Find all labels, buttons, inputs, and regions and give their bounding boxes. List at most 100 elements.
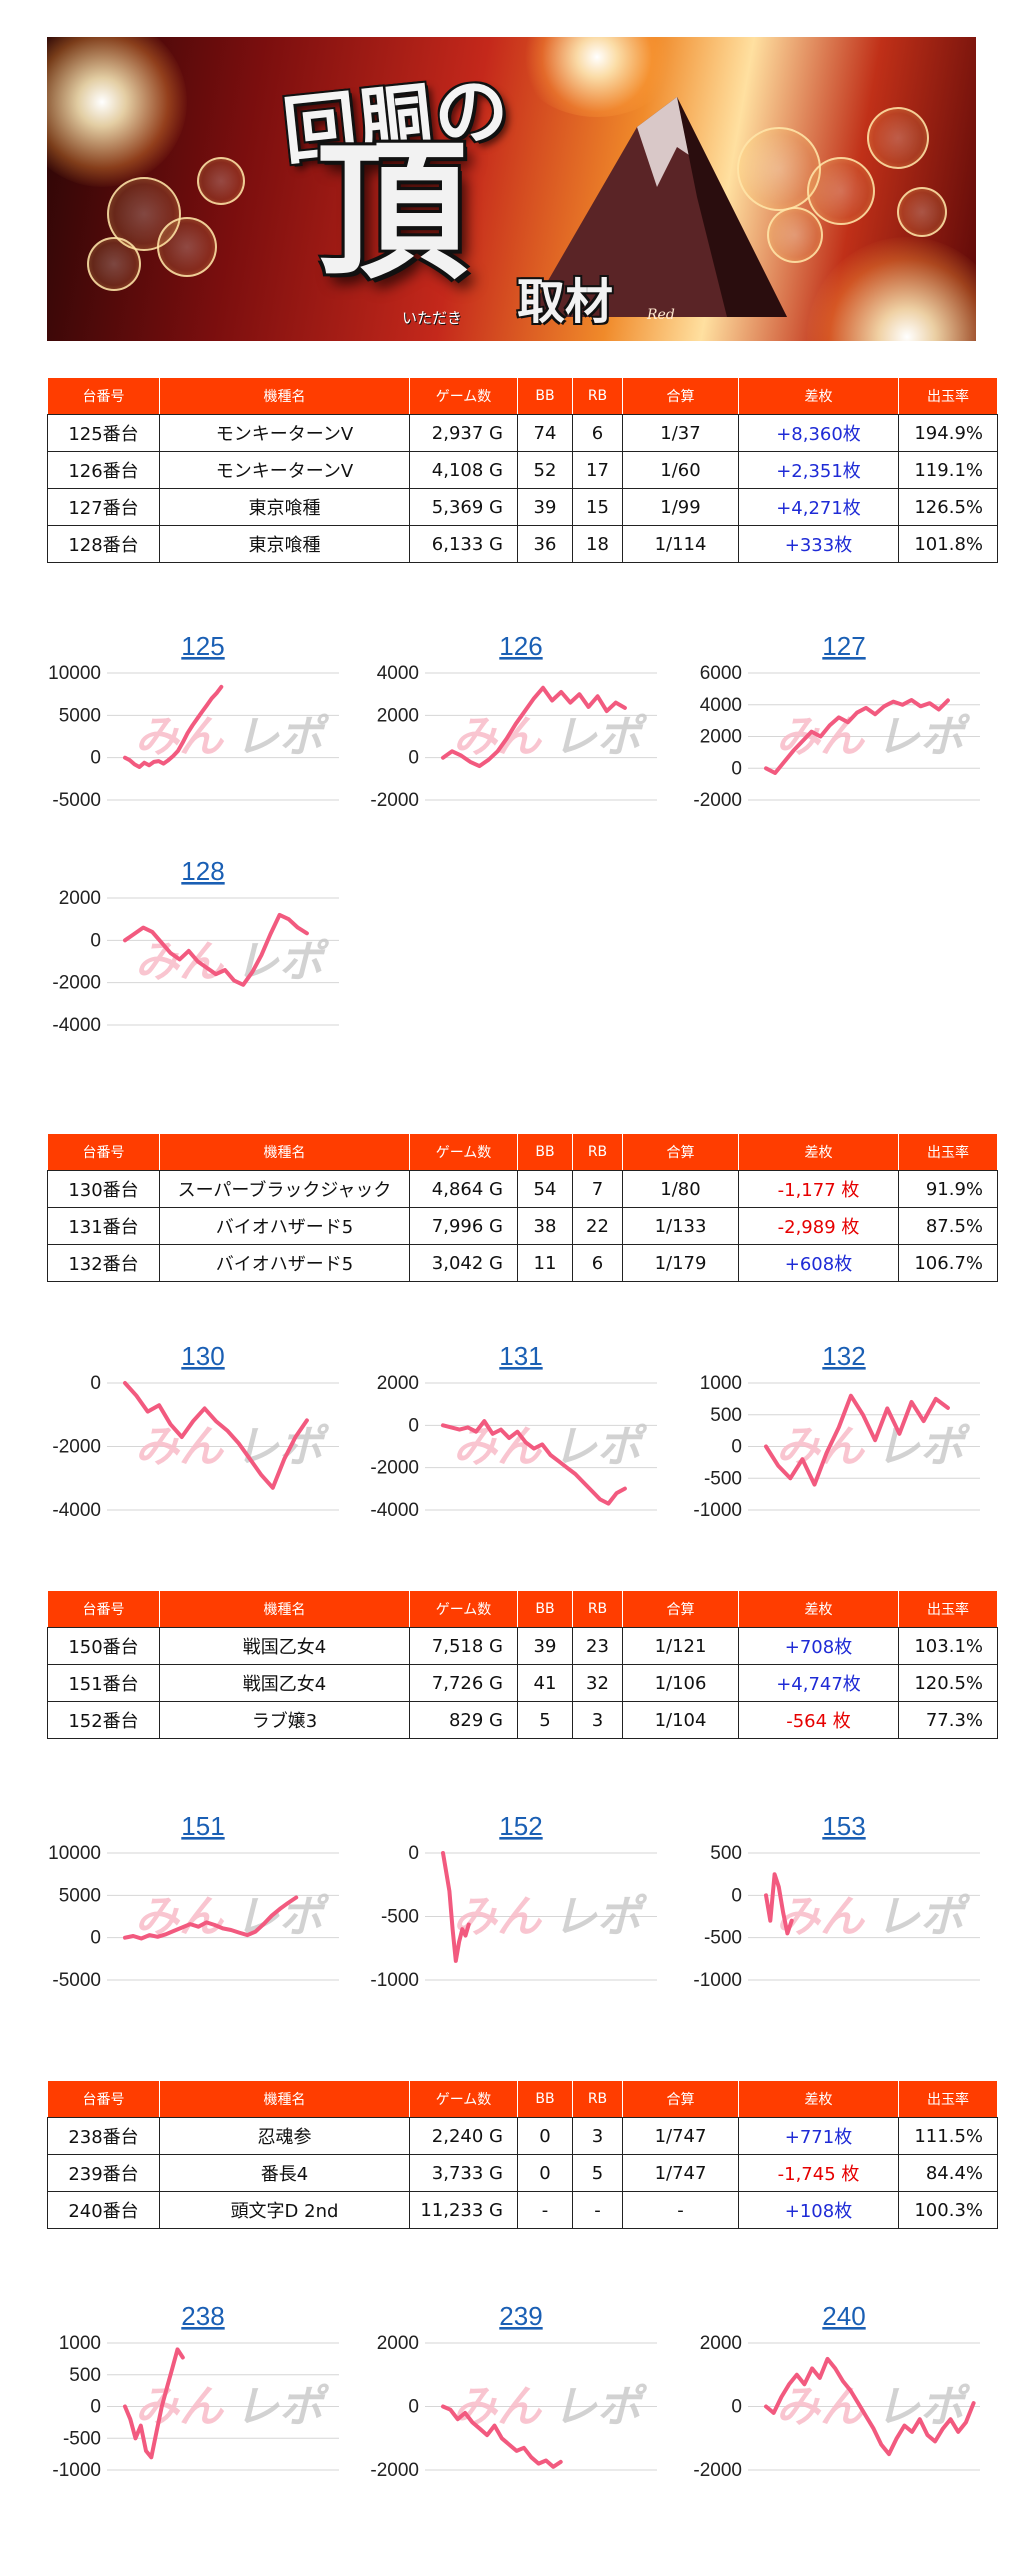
y-tick-label: -1000: [693, 1970, 742, 1991]
diff-series-line: [123, 684, 224, 769]
column-header: 機種名: [159, 377, 410, 415]
rb-count-cell: 5: [572, 2154, 623, 2192]
machine-name-cell: スーパーブラックジャック: [159, 1170, 410, 1208]
chart-title-link[interactable]: 152: [499, 1811, 542, 1841]
column-header: 差枚: [738, 1590, 899, 1628]
y-tick-label: 0: [731, 758, 742, 779]
diff-series-line: [441, 1419, 627, 1506]
bb-count-cell: 39: [517, 488, 573, 526]
payout-rate-cell: 103.1%: [898, 1627, 998, 1665]
machine-number-cell: 131番台: [47, 1207, 160, 1245]
bokeh-circle: [87, 237, 141, 291]
bokeh-circle: [197, 157, 245, 205]
column-header: BB: [517, 377, 573, 415]
machine-name-cell: 東京喰種: [159, 525, 410, 563]
y-tick-label: 1000: [59, 2333, 101, 2354]
machine-table: 台番号 機種名 ゲーム数 BB RB 合算 差枚 出玉率 238番台 忍魂参 2,240 G 0 3 1/…: [47, 2080, 998, 2229]
column-header: 出玉率: [898, 1133, 998, 1171]
watermark-text: みん: [776, 1892, 866, 1943]
chart-title-link[interactable]: 130: [181, 1341, 224, 1371]
machine-number-cell: 128番台: [47, 525, 160, 563]
rb-count-cell: 6: [572, 414, 623, 452]
table-header-row: 台番号 機種名 ゲーム数 BB RB 合算 差枚 出玉率: [47, 2080, 998, 2118]
y-tick-label: -2000: [52, 1437, 101, 1458]
chart-title-link[interactable]: 131: [499, 1341, 542, 1371]
chart-title-link[interactable]: 127: [822, 631, 865, 661]
y-tick-label: -500: [63, 2428, 101, 2449]
rb-count-cell: 3: [572, 2117, 623, 2155]
chart-title-link[interactable]: 132: [822, 1341, 865, 1371]
y-tick-label: 4000: [377, 663, 419, 684]
game-count-cell: 7,518 G: [409, 1627, 518, 1665]
game-count-cell: 3,042 G: [409, 1244, 518, 1282]
watermark-text: レポ: [235, 712, 330, 763]
bokeh-circle: [897, 187, 947, 237]
coin-diff-chart: 131 2000 0 -2000 -4000 みん レポ: [365, 1335, 665, 1521]
bb-count-cell: 39: [517, 1627, 573, 1665]
machine-name-cell: ラブ嬢3: [159, 1701, 410, 1739]
y-tick-label: -500: [704, 1928, 742, 1949]
coin-diff-cell: +4,271枚: [738, 488, 899, 526]
column-header: 合算: [622, 1590, 739, 1628]
machine-number-cell: 152番台: [47, 1701, 160, 1739]
diff-series-line: [764, 1872, 794, 1936]
y-tick-label: 0: [90, 2397, 101, 2418]
column-header: 合算: [622, 2080, 739, 2118]
table-row: 126番台 モンキーターンV 4,108 G 52 17 1/60 +2,351枚 119.1…: [47, 451, 998, 489]
bb-count-cell: 11: [517, 1244, 573, 1282]
light-flare: [807, 237, 976, 341]
coin-diff-chart: 152 0 -500 -1000 みん レポ: [365, 1805, 665, 1991]
watermark-text: みん: [453, 712, 543, 763]
watermark-text: レポ: [553, 712, 648, 763]
chart-title-link[interactable]: 128: [181, 856, 224, 886]
y-tick-label: 0: [90, 748, 101, 769]
y-tick-label: -2000: [52, 973, 101, 994]
y-tick-label: -2000: [370, 1458, 419, 1479]
coin-diff-chart: 239 2000 0 -2000 みん レポ: [365, 2295, 665, 2481]
machine-number-cell: 126番台: [47, 451, 160, 489]
game-count-cell: 2,240 G: [409, 2117, 518, 2155]
y-tick-label: 10000: [48, 663, 101, 684]
machine-name-cell: 戦国乙女4: [159, 1664, 410, 1702]
table-row: 238番台 忍魂参 2,240 G 0 3 1/747 +771枚 111.5%: [47, 2117, 998, 2155]
game-count-cell: 7,726 G: [409, 1664, 518, 1702]
rb-count-cell: 18: [572, 525, 623, 563]
watermark-text: みん: [135, 712, 225, 763]
chart-title-link[interactable]: 239: [499, 2301, 542, 2331]
table-header-row: 台番号 機種名 ゲーム数 BB RB 合算 差枚 出玉率: [47, 377, 998, 415]
chart-title-link[interactable]: 153: [822, 1811, 865, 1841]
machine-number-cell: 125番台: [47, 414, 160, 452]
y-tick-label: -2000: [370, 2460, 419, 2481]
y-tick-label: -2000: [693, 2460, 742, 2481]
diff-series-line: [441, 1851, 471, 1963]
y-tick-label: 2000: [700, 727, 742, 748]
watermark-text: みん: [135, 2382, 225, 2433]
y-tick-label: 500: [69, 2365, 101, 2386]
table-row: 125番台 モンキーターンV 2,937 G 74 6 1/37 +8,360枚 194.9%: [47, 414, 998, 452]
chart-title-link[interactable]: 240: [822, 2301, 865, 2331]
column-header: RB: [572, 1590, 623, 1628]
banner-ruby: いただき: [402, 309, 463, 327]
column-header: 差枚: [738, 1133, 899, 1171]
chart-title-link[interactable]: 238: [181, 2301, 224, 2331]
rb-count-cell: 32: [572, 1664, 623, 1702]
coin-diff-cell: +2,351枚: [738, 451, 899, 489]
chart-title-link[interactable]: 126: [499, 631, 542, 661]
column-header: BB: [517, 2080, 573, 2118]
machine-number-cell: 240番台: [47, 2191, 160, 2229]
column-header: 機種名: [159, 1133, 410, 1171]
chart-title-link[interactable]: 151: [181, 1811, 224, 1841]
payout-rate-cell: 106.7%: [898, 1244, 998, 1282]
coin-diff-chart: 127 6000 4000 2000 0 -2000 みん レポ: [688, 625, 988, 811]
rb-count-cell: 17: [572, 451, 623, 489]
machine-name-cell: バイオハザード5: [159, 1207, 410, 1245]
table-row: 240番台 頭文字D 2nd 11,233 G - - - +108枚 100.3%: [47, 2191, 998, 2229]
combined-odds-cell: 1/99: [622, 488, 739, 526]
machine-number-cell: 238番台: [47, 2117, 160, 2155]
chart-title-link[interactable]: 125: [181, 631, 224, 661]
bb-count-cell: 52: [517, 451, 573, 489]
bb-count-cell: 0: [517, 2154, 573, 2192]
machine-number-cell: 150番台: [47, 1627, 160, 1665]
bb-count-cell: 74: [517, 414, 573, 452]
